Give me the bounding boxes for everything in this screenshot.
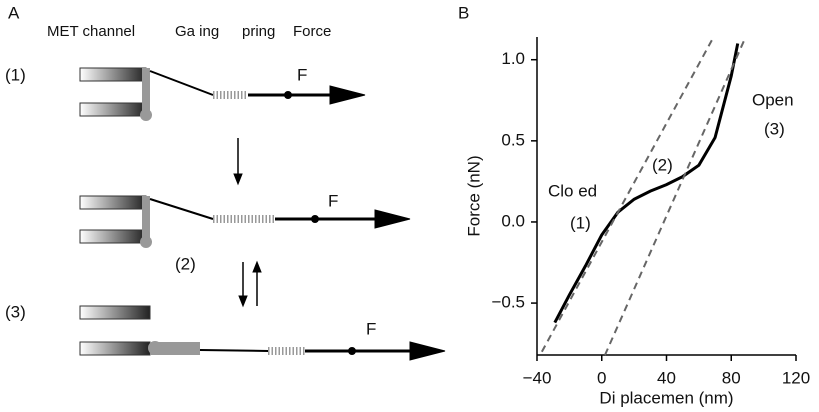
y-tick-label: 0.5 <box>501 130 525 149</box>
gate <box>142 68 150 116</box>
series-line <box>604 39 746 356</box>
y-tick-label: 0.0 <box>501 211 525 230</box>
channel-bar <box>79 341 151 356</box>
step-label: (1) <box>5 65 26 84</box>
step-label: (2) <box>175 254 196 273</box>
annotation: Clo ed <box>548 181 597 200</box>
hinge <box>148 341 162 355</box>
channel-bar <box>79 67 147 82</box>
header: MET channel <box>47 23 135 40</box>
arrow <box>374 209 411 229</box>
step-label: (3) <box>5 302 26 321</box>
gate <box>142 196 150 244</box>
link <box>149 70 214 96</box>
annotation: (2) <box>652 155 673 174</box>
dot <box>311 215 319 223</box>
arrow <box>252 260 262 273</box>
y-tick-label: 1.0 <box>501 49 525 68</box>
y-axis-label: Force (nN) <box>464 155 483 236</box>
channel-bar <box>79 195 147 210</box>
panel-label: B <box>458 3 469 22</box>
x-axis-label: Di placemen (nm) <box>599 388 733 407</box>
hinge <box>140 236 152 248</box>
x-tick-label: −40 <box>523 368 552 387</box>
force-label: F <box>328 191 338 210</box>
channel-bar <box>79 229 147 244</box>
annotation: (1) <box>570 213 591 232</box>
gate <box>150 342 200 355</box>
arrow <box>233 173 243 186</box>
diagram <box>79 67 446 361</box>
arrow <box>238 295 248 308</box>
header: Ga ing <box>175 23 219 40</box>
force-label: F <box>297 65 307 84</box>
panel-label: A <box>8 3 20 22</box>
annotation: Open <box>752 90 794 109</box>
annotation: (3) <box>764 119 785 138</box>
force-label: F <box>366 319 376 338</box>
arrow <box>329 85 366 105</box>
channel-bar <box>79 102 147 117</box>
channel-bar <box>79 305 151 320</box>
dot <box>284 91 292 99</box>
header: Force <box>293 23 331 40</box>
y-tick-label: −0.5 <box>491 293 525 312</box>
series-line <box>553 43 740 324</box>
link <box>149 198 214 220</box>
link <box>199 349 269 352</box>
x-tick-label: 80 <box>722 368 741 387</box>
x-tick-label: 0 <box>597 368 606 387</box>
dot <box>348 347 356 355</box>
arrow <box>409 341 446 361</box>
x-tick-label: 40 <box>657 368 676 387</box>
header: pring <box>242 23 275 40</box>
hinge <box>140 109 152 121</box>
x-tick-label: 120 <box>782 368 810 387</box>
